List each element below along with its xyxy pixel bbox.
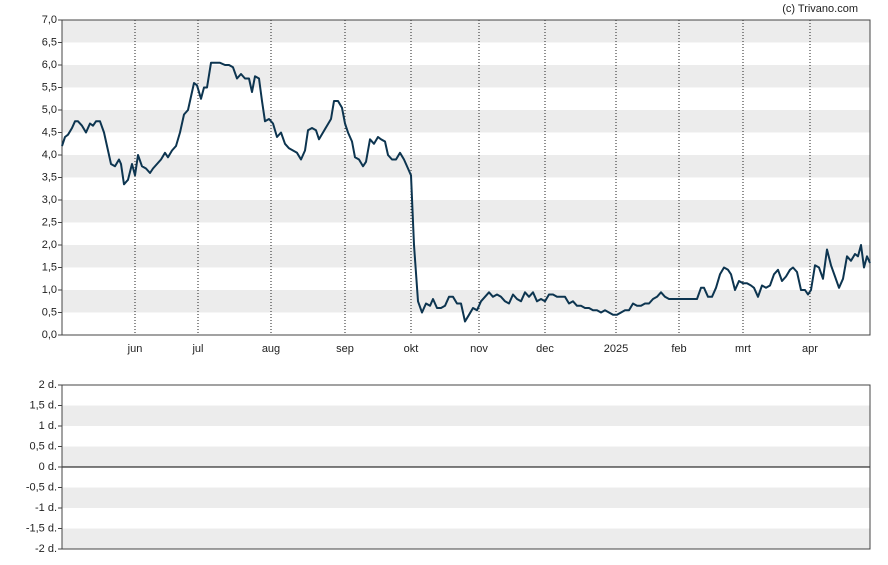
y-tick-label: 0 d. <box>39 461 57 473</box>
x-tick-label: nov <box>470 343 488 355</box>
band <box>62 200 870 223</box>
x-tick-label: aug <box>262 343 280 355</box>
price-line <box>61 61 871 323</box>
band <box>62 65 870 88</box>
y-tick-label: 0,5 <box>42 306 57 318</box>
y-tick-label: 3,5 <box>42 171 57 183</box>
band <box>62 290 870 313</box>
y-tick-label: 2 d. <box>39 379 57 391</box>
y-tick-label: -0,5 d. <box>26 481 57 493</box>
y-tick-label: 2,0 <box>42 239 57 251</box>
credit: (c) Trivano.com <box>782 3 858 15</box>
x-tick-label: okt <box>404 343 419 355</box>
band <box>62 446 870 467</box>
y-tick-label: 6,0 <box>42 59 57 71</box>
plot-border <box>61 384 871 550</box>
y-tick-label: 4,5 <box>42 126 57 138</box>
y-tick-label: 1,0 <box>42 284 57 296</box>
x-tick-label: mrt <box>735 343 751 355</box>
y-tick-label: 0,5 d. <box>29 440 57 452</box>
x-tick-label: feb <box>671 343 686 355</box>
band <box>62 528 870 549</box>
y-tick-label: 7,0 <box>42 14 57 26</box>
y-tick-label: 1,5 <box>42 261 57 273</box>
y-tick-label: 1,5 d. <box>29 399 57 411</box>
y-tick-label: 3,0 <box>42 194 57 206</box>
band <box>62 405 870 426</box>
x-tick-label: sep <box>336 343 354 355</box>
x-tick-label: 2025 <box>604 343 628 355</box>
y-tick-label: 4,0 <box>42 149 57 161</box>
band <box>62 487 870 508</box>
y-tick-label: 6,5 <box>42 36 57 48</box>
x-tick-label: dec <box>536 343 554 355</box>
y-tick-label: -1 d. <box>35 502 57 514</box>
x-tick-label: jun <box>127 343 143 355</box>
band <box>62 20 870 43</box>
y-tick-label: -2 d. <box>35 543 57 555</box>
y-tick-label: 5,0 <box>42 104 57 116</box>
band <box>62 245 870 268</box>
y-tick-label: 2,5 <box>42 216 57 228</box>
band <box>62 155 870 178</box>
y-tick-label: -1,5 d. <box>26 522 57 534</box>
plot-border <box>61 19 871 336</box>
y-tick-label: 5,5 <box>42 81 57 93</box>
x-tick-label: jul <box>191 343 203 355</box>
y-tick-label: 1 d. <box>39 420 57 432</box>
y-tick-label: 0,0 <box>42 329 57 341</box>
x-tick-label: apr <box>802 343 818 355</box>
